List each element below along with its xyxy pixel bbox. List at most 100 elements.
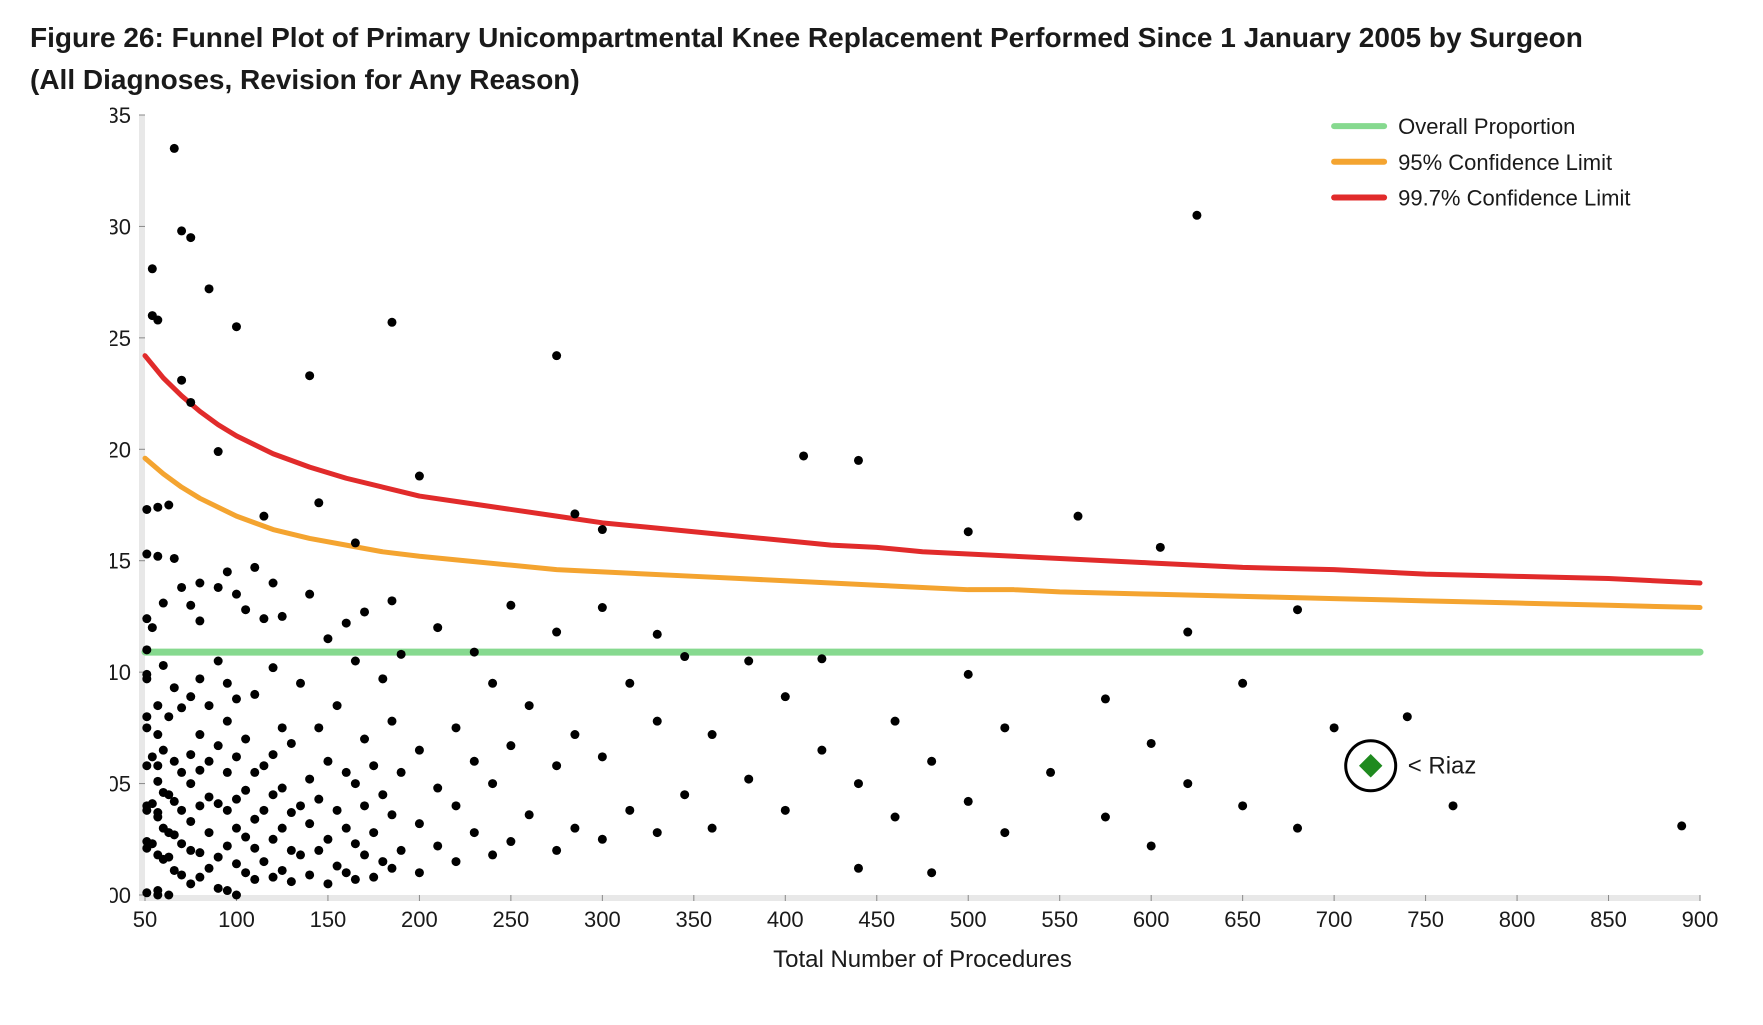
scatter-point [351,538,360,547]
scatter-point [378,674,387,683]
scatter-point [259,857,268,866]
scatter-point [214,583,223,592]
scatter-point [854,864,863,873]
scatter-point [241,605,250,614]
scatter-point [653,828,662,837]
scatter-point [964,527,973,536]
scatter-point [148,752,157,761]
scatter-point [186,601,195,610]
funnel-plot: 0.000.050.100.150.200.250.300.3550100150… [110,105,1720,935]
ci95-curve [145,458,1700,607]
scatter-point [241,786,250,795]
scatter-point [250,815,259,824]
scatter-point [305,819,314,828]
x-tick-label: 700 [1316,907,1353,932]
scatter-point [164,501,173,510]
y-tick-label: 0.10 [110,660,131,685]
scatter-point [552,351,561,360]
scatter-point [314,795,323,804]
scatter-point [342,619,351,628]
scatter-point [387,717,396,726]
legend-label: Overall Proportion [1398,114,1575,139]
scatter-point [799,451,808,460]
scatter-point [223,768,232,777]
scatter-point [296,801,305,810]
y-tick-label: 0.05 [110,772,131,797]
scatter-point [360,850,369,859]
scatter-point [570,824,579,833]
scatter-point [397,768,406,777]
scatter-point [598,603,607,612]
scatter-point [170,554,179,563]
scatter-point [708,824,717,833]
scatter-point [241,833,250,842]
scatter-point [964,797,973,806]
scatter-point [142,670,151,679]
x-tick-label: 300 [584,907,621,932]
chart-svg: 0.000.050.100.150.200.250.300.3550100150… [110,105,1720,985]
scatter-point [342,824,351,833]
scatter-point [164,891,173,900]
scatter-point [369,873,378,882]
scatter-point [351,779,360,788]
scatter-point [552,628,561,637]
scatter-point [452,723,461,732]
scatter-point [153,730,162,739]
x-axis-label: Total Number of Procedures [773,946,1072,973]
scatter-point [323,879,332,888]
scatter-point [415,472,424,481]
scatter-point [186,846,195,855]
scatter-point [387,318,396,327]
scatter-point [506,837,515,846]
scatter-point [680,790,689,799]
scatter-point [186,779,195,788]
scatter-point [781,692,790,701]
scatter-point [488,850,497,859]
scatter-point [415,868,424,877]
scatter-point [142,888,151,897]
scatter-point [177,839,186,848]
scatter-point [351,875,360,884]
scatter-point [1046,768,1055,777]
scatter-point [223,841,232,850]
legend-label: 95% Confidence Limit [1398,150,1612,175]
scatter-point [287,846,296,855]
scatter-point [744,657,753,666]
scatter-point [1183,628,1192,637]
scatter-point [205,757,214,766]
x-tick-label: 350 [675,907,712,932]
scatter-point [891,717,900,726]
scatter-point [470,757,479,766]
scatter-point [164,712,173,721]
figure-title-line2: (All Diagnoses, Revision for Any Reason) [30,62,1733,98]
scatter-point [170,144,179,153]
x-tick-label: 550 [1041,907,1078,932]
scatter-point [177,376,186,385]
scatter-point [854,779,863,788]
scatter-point [250,875,259,884]
y-tick-label: 0.25 [110,326,131,351]
scatter-point [278,784,287,793]
scatter-point [186,750,195,759]
scatter-point [269,835,278,844]
scatter-point [232,694,241,703]
scatter-point [223,567,232,576]
scatter-point [708,730,717,739]
figure-title-line1: Figure 26: Funnel Plot of Primary Unicom… [30,20,1733,56]
scatter-point [278,866,287,875]
scatter-point [1238,679,1247,688]
x-tick-label: 50 [133,907,157,932]
scatter-point [214,657,223,666]
scatter-point [177,806,186,815]
scatter-point [744,775,753,784]
scatter-point [232,891,241,900]
scatter-point [817,746,826,755]
scatter-point [397,846,406,855]
y-tick-label: 0.00 [110,883,131,908]
scatter-point [232,752,241,761]
x-tick-label: 650 [1224,907,1261,932]
scatter-point [142,712,151,721]
scatter-point [387,864,396,873]
scatter-point [1238,801,1247,810]
x-tick-label: 850 [1590,907,1627,932]
